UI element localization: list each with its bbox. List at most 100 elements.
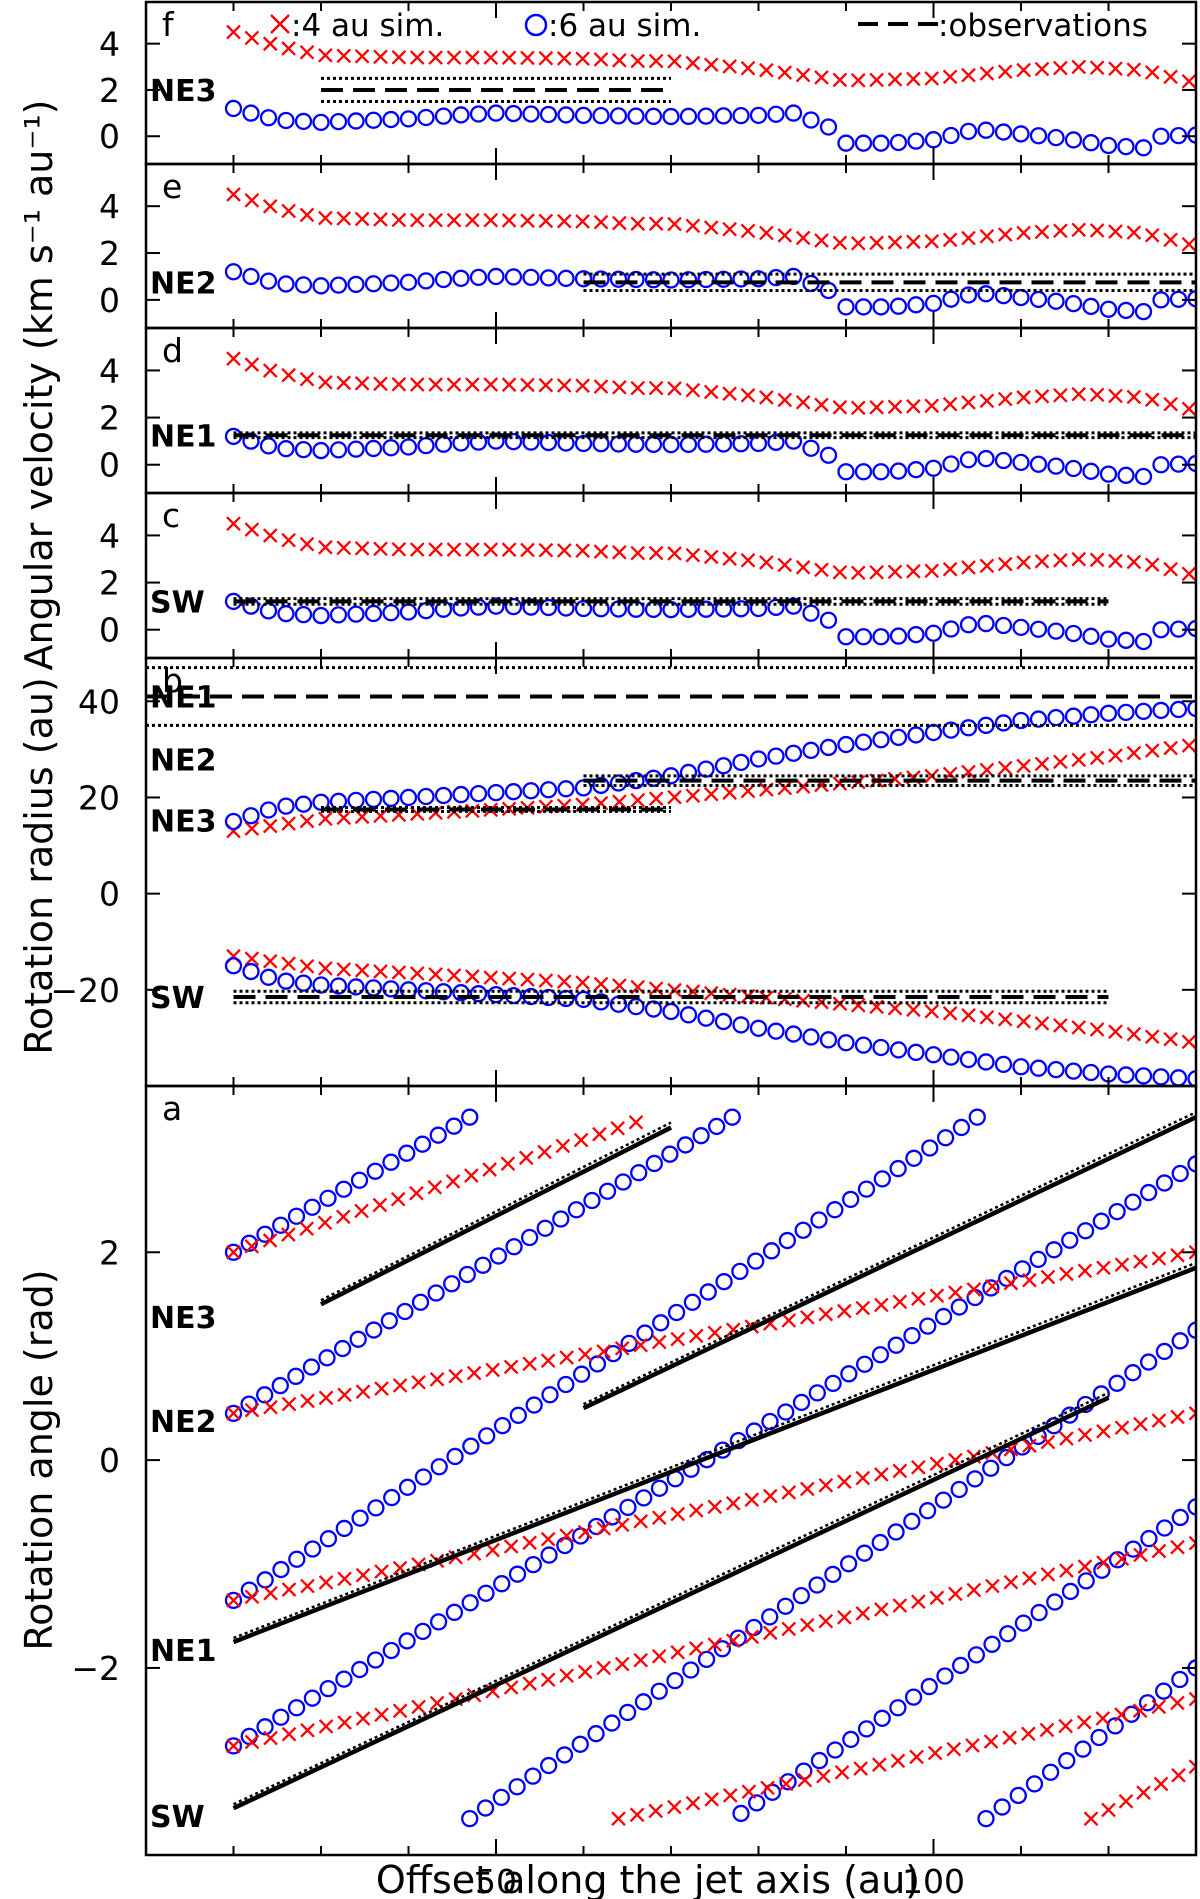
point-6au-b-pos-31	[767, 747, 785, 765]
point-4au-c-28	[740, 553, 756, 568]
point-4au-c-43-b	[1016, 555, 1031, 570]
point-4au-a-1-1-b	[244, 1402, 260, 1418]
region-label-e: NE2	[150, 266, 216, 301]
point-4au-a-1-18-b	[559, 1350, 574, 1365]
obs-a-NE1-upper	[233, 1261, 1196, 1640]
point-4au-d-17-b	[538, 377, 554, 393]
point-4au-b-neg-1	[244, 951, 260, 966]
point-6au-b-pos-3	[277, 797, 295, 815]
point-6au-e-0	[224, 263, 243, 281]
point-6au-a-4-25	[855, 1544, 874, 1562]
point-4au-f-6-b	[336, 48, 352, 64]
point-4au-b-neg-15	[501, 971, 517, 986]
point-4au-b-neg-42	[997, 1012, 1013, 1027]
point-4au-a-2-0-b	[226, 1593, 241, 1608]
point-6au-e-34	[819, 281, 838, 300]
point-4au-d-43-b	[1016, 390, 1031, 405]
point-6au-a-2-15	[462, 1437, 480, 1455]
point-4au-a-4-6-b	[722, 1788, 738, 1803]
point-4au-a-2-30-b	[781, 1485, 797, 1500]
point-4au-a-0-6-b	[335, 1209, 351, 1225]
point-6au-a-5-2	[763, 1783, 782, 1801]
point-4au-e-48-b	[1108, 224, 1123, 239]
point-4au-a-3-29	[762, 1625, 778, 1641]
ytick-label-a-2: 2	[99, 1233, 120, 1272]
point-4au-e-43-b	[1016, 225, 1031, 241]
point-6au-e-45	[1012, 288, 1030, 307]
point-6au-a-4-4	[524, 1767, 542, 1785]
point-4au-a-0-21-b	[610, 1120, 626, 1136]
point-6au-f-51	[1117, 137, 1135, 156]
point-6au-c-9	[382, 604, 400, 622]
point-6au-a-3-39	[840, 1365, 858, 1383]
point-4au-a-0-5-b	[317, 1215, 333, 1231]
point-4au-b-pos-1	[244, 821, 260, 836]
point-4au-a-4-16	[909, 1749, 924, 1765]
point-4au-a-3-28-b	[744, 1629, 760, 1645]
point-4au-a-1-20	[596, 1344, 612, 1359]
point-4au-a-3-3-b	[281, 1726, 297, 1742]
point-6au-a-3-60	[1171, 1164, 1189, 1183]
point-6au-a-3-46	[950, 1298, 968, 1316]
point-4au-a-3-7	[355, 1711, 371, 1726]
point-4au-a-4-23-b	[1039, 1722, 1055, 1738]
point-6au-b-pos-9	[382, 789, 400, 808]
point-4au-f-34-b	[850, 73, 866, 88]
point-4au-a-1-47-b	[1096, 1260, 1111, 1276]
point-6au-a-4-20	[776, 1597, 795, 1615]
point-4au-c-11	[428, 542, 443, 557]
point-6au-e-24	[644, 271, 663, 289]
point-6au-d-36	[854, 463, 873, 481]
point-4au-e-39-b	[942, 232, 958, 248]
point-6au-e-12	[434, 270, 453, 289]
point-4au-b-neg-21-b	[612, 978, 627, 993]
point-6au-b-pos-50	[1099, 704, 1118, 722]
point-6au-b-neg-42	[959, 1050, 978, 1069]
point-4au-f-20	[593, 52, 609, 67]
point-4au-e-11-b	[428, 212, 443, 228]
ytick-label-e-1: 2	[99, 234, 120, 273]
point-6au-a-4-12	[650, 1682, 668, 1700]
point-6au-b-pos-29	[732, 753, 750, 772]
point-4au-a-0-13-b	[464, 1168, 479, 1183]
point-6au-c-47	[1047, 622, 1065, 640]
point-6au-b-pos-36	[854, 733, 873, 751]
point-4au-a-1-6-b	[337, 1387, 352, 1403]
point-4au-a-2-32-b	[818, 1477, 834, 1493]
point-4au-f-45-b	[1053, 60, 1068, 76]
point-4au-b-neg-52-b	[1181, 1034, 1196, 1050]
point-4au-a-4-4	[685, 1795, 701, 1811]
point-6au-a-2-13	[430, 1458, 448, 1476]
point-6au-d-49	[1082, 462, 1100, 480]
point-4au-a-3-4-b	[300, 1722, 315, 1738]
point-4au-c-51	[1163, 561, 1178, 577]
point-4au-d-8	[373, 376, 388, 392]
point-4au-f-29-b	[759, 62, 774, 78]
point-4au-e-17	[538, 213, 554, 229]
point-4au-d-28-b	[740, 388, 756, 403]
point-4au-a-0-20	[592, 1126, 607, 1142]
point-4au-c-41	[979, 558, 995, 574]
point-4au-b-neg-13-b	[465, 969, 480, 984]
point-4au-f-18	[556, 51, 572, 66]
point-6au-d-2	[259, 437, 278, 455]
point-6au-a-5-28	[1171, 1508, 1189, 1527]
point-4au-b-neg-31-b	[795, 993, 811, 1009]
point-6au-d-8	[364, 439, 383, 458]
point-4au-a-0-3-b	[281, 1227, 296, 1242]
point-4au-a-1-42-b	[1003, 1275, 1019, 1291]
point-4au-a-1-18	[559, 1350, 574, 1365]
point-4au-f-23	[648, 53, 664, 69]
point-6au-a-2-12	[414, 1468, 433, 1486]
point-4au-b-neg-38-b	[924, 1004, 940, 1019]
point-6au-a-0-6	[319, 1189, 337, 1207]
point-4au-d-37	[906, 399, 921, 414]
point-4au-b-neg-5-b	[318, 961, 333, 976]
point-4au-a-3-20	[596, 1660, 612, 1676]
point-4au-a-1-46-b	[1077, 1263, 1093, 1279]
point-4au-a-1-52-b	[1188, 1250, 1196, 1260]
point-4au-c-6	[336, 540, 352, 556]
point-4au-f-14	[483, 50, 499, 65]
point-4au-f-51	[1163, 69, 1178, 85]
point-4au-c-30	[777, 557, 793, 573]
